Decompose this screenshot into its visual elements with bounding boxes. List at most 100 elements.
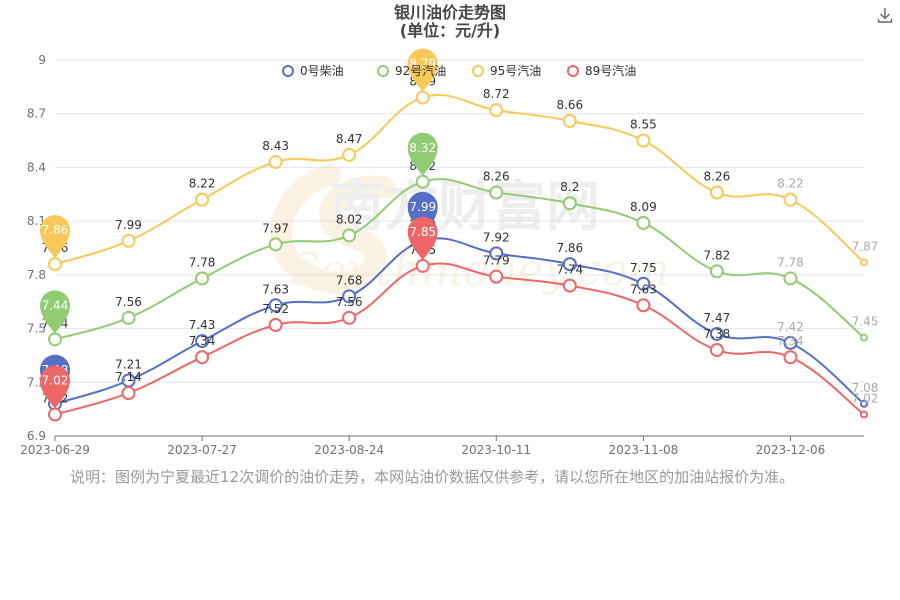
data-point	[195, 271, 210, 286]
data-label: 7.34	[189, 334, 216, 348]
data-label: 7.63	[262, 282, 289, 296]
data-point	[860, 399, 868, 408]
data-point	[268, 155, 283, 170]
data-point	[342, 147, 357, 162]
data-point	[415, 174, 430, 189]
data-label: 7.74	[556, 263, 583, 277]
data-point	[195, 350, 210, 365]
data-point	[709, 326, 724, 341]
data-label: 7.21	[115, 357, 142, 371]
data-label: 7.82	[704, 248, 731, 262]
data-label: 8.43	[262, 139, 289, 153]
data-point	[268, 317, 283, 332]
legend-label: 89号汽油	[585, 63, 636, 78]
data-label: 7.38	[704, 327, 731, 341]
pin-shape	[40, 215, 70, 259]
data-point	[489, 103, 504, 118]
data-point	[342, 310, 357, 325]
data-point	[415, 258, 430, 273]
data-label: 7.02	[852, 392, 879, 406]
extreme-pin: 7.44	[40, 290, 70, 334]
y-tick-label: 9	[38, 53, 46, 67]
legend-item[interactable]: 89号汽油	[567, 63, 636, 78]
data-label: 7.68	[336, 273, 363, 287]
chart-title: 银川油价走势图	[393, 3, 506, 22]
download-icon[interactable]	[876, 6, 894, 24]
data-label: 7.78	[189, 255, 216, 269]
y-tick-label: 8.4	[27, 160, 46, 174]
data-point	[48, 332, 62, 347]
data-label: 7.56	[115, 295, 142, 309]
data-point	[562, 278, 577, 293]
data-label: 7.56	[336, 295, 363, 309]
pin-shape	[40, 290, 70, 334]
pin-label: 8.79	[409, 57, 436, 71]
pin-label: 8.32	[409, 141, 436, 155]
data-label: 8.55	[630, 118, 657, 132]
data-label: 8.2	[560, 180, 579, 194]
data-label: 7.45	[852, 315, 879, 329]
data-point	[860, 258, 868, 267]
extreme-pin: 8.32	[407, 132, 438, 176]
data-point	[860, 410, 868, 419]
pin-shape	[407, 216, 438, 260]
data-point	[121, 310, 136, 325]
data-label: 8.02	[336, 212, 363, 226]
data-point	[709, 343, 724, 358]
x-tick-label: 2023-11-08	[608, 443, 678, 457]
data-point	[636, 215, 651, 230]
data-point	[121, 386, 136, 401]
data-label: 7.87	[852, 239, 879, 253]
legend-item[interactable]: 92号汽油	[377, 63, 446, 78]
data-label: 7.47	[704, 311, 731, 325]
chart-note: 说明：图例为宁夏最近12次调价的油价走势，本网站油价数据仅供参考，请以您所在地区…	[70, 468, 795, 486]
data-point	[709, 185, 724, 200]
data-point	[195, 334, 210, 349]
data-label: 8.72	[483, 87, 510, 101]
data-label: 7.79	[483, 254, 510, 268]
data-point	[562, 113, 577, 128]
data-point	[415, 90, 430, 105]
data-point	[783, 350, 798, 365]
x-tick-label: 2023-08-24	[314, 443, 384, 457]
data-point	[268, 298, 283, 313]
legend[interactable]: 0号柴油 92号汽油 95号汽油 89号汽油	[282, 63, 636, 78]
data-label: 7.63	[630, 282, 657, 296]
legend-marker	[377, 65, 389, 77]
data-label: 7.99	[115, 218, 142, 232]
data-point	[860, 333, 868, 342]
data-point	[636, 298, 651, 313]
legend-marker	[567, 65, 579, 77]
data-point	[489, 246, 504, 261]
data-label: 7.34	[777, 334, 804, 348]
legend-marker	[472, 65, 484, 77]
data-label: 8.09	[630, 200, 657, 214]
legend-item[interactable]: 95号汽油	[472, 63, 541, 78]
data-label: 7.92	[483, 230, 510, 244]
data-label: 8.66	[556, 98, 583, 112]
data-label: 7.14	[115, 370, 142, 384]
legend-item[interactable]: 0号柴油	[282, 64, 344, 78]
pin-shape	[407, 132, 438, 176]
watermark: 南方财富网 Southmoney.com	[269, 164, 669, 296]
pin-label: 7.85	[409, 225, 436, 239]
y-tick-label: 7.5	[27, 322, 46, 336]
watermark-cn: 南方财富网	[330, 175, 600, 238]
data-point	[783, 335, 798, 350]
pin-shape	[407, 48, 438, 92]
data-point	[195, 192, 210, 207]
watermark-en: Southmoney.com	[290, 245, 669, 296]
legend-label: 95号汽油	[490, 63, 541, 78]
data-point	[489, 269, 504, 284]
data-point	[562, 257, 577, 272]
legend-marker	[282, 65, 294, 77]
data-point	[709, 264, 724, 279]
x-tick-label: 2023-10-11	[461, 443, 531, 457]
data-label: 8.26	[483, 169, 510, 183]
y-tick-label: 6.9	[27, 429, 46, 443]
data-labels: 7.08 7.21 7.43 7.63 7.68 7.99 7.92 7.86 7.75 7.47…	[42, 75, 879, 406]
data-label: 8.22	[777, 177, 804, 191]
chart-title-block: 银川油价走势图 (单位：元/升)	[0, 4, 900, 40]
data-point	[562, 196, 577, 211]
